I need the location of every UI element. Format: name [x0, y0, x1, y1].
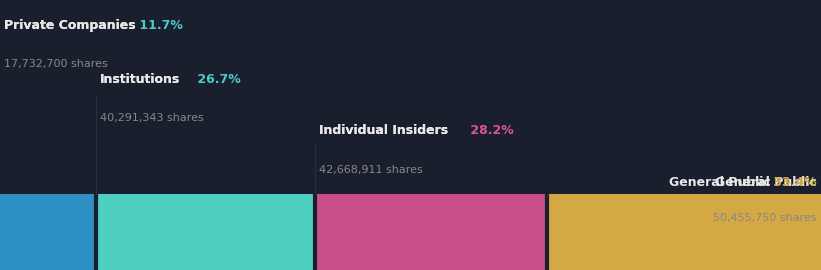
Text: Institutions: Institutions [100, 73, 181, 86]
Text: 28.2%: 28.2% [466, 124, 514, 137]
Bar [0, 194, 96, 270]
Text: Institutions: Institutions [100, 73, 181, 86]
Text: 40,291,343 shares: 40,291,343 shares [100, 113, 204, 123]
Text: Individual Insiders: Individual Insiders [319, 124, 448, 137]
Text: Private Companies: Private Companies [4, 19, 135, 32]
Text: 50,455,750 shares: 50,455,750 shares [713, 213, 817, 223]
Text: 33.4%: 33.4% [769, 176, 817, 188]
Text: 26.7%: 26.7% [193, 73, 241, 86]
Bar [315, 194, 547, 270]
Text: Individual Insiders: Individual Insiders [319, 124, 448, 137]
Text: General Public: General Public [715, 176, 817, 188]
Text: 11.7%: 11.7% [135, 19, 183, 32]
Text: General Public: General Public [669, 176, 771, 188]
Text: 42,668,911 shares: 42,668,911 shares [319, 165, 423, 175]
Bar [547, 194, 821, 270]
Text: 17,732,700 shares: 17,732,700 shares [4, 59, 108, 69]
Text: Private Companies: Private Companies [4, 19, 135, 32]
Bar [96, 194, 315, 270]
